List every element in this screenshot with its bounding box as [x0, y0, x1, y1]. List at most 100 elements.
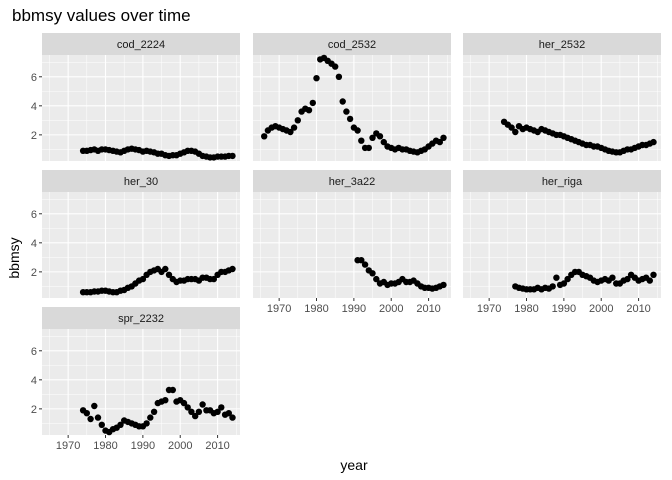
data-point	[361, 261, 369, 268]
data-point	[305, 107, 313, 114]
x-tick-label: 1990	[342, 303, 366, 315]
data-point	[117, 421, 124, 428]
data-point	[376, 133, 384, 140]
data-point	[94, 414, 102, 421]
data-point	[218, 404, 225, 411]
data-point	[650, 138, 657, 146]
data-point	[309, 99, 316, 107]
data-point	[609, 274, 616, 281]
data-point	[512, 128, 519, 136]
facet-strip-label: her_3a22	[329, 176, 376, 188]
panel-background	[42, 329, 240, 435]
x-tick-label: 2000	[168, 440, 192, 452]
y-tick-label: 6	[31, 209, 37, 221]
data-point	[549, 283, 556, 290]
panel-background	[253, 192, 451, 298]
data-point	[346, 115, 354, 123]
facet-strip-label: spr_2232	[118, 313, 164, 325]
data-point	[436, 138, 443, 146]
data-point	[139, 275, 147, 283]
data-point	[564, 275, 571, 283]
data-point	[229, 414, 236, 421]
data-point	[440, 134, 447, 141]
data-point	[195, 408, 203, 415]
facet-panel-her_2532: her_2532	[463, 33, 661, 161]
facet-strip-label: her_riga	[542, 176, 583, 188]
panel-background	[253, 55, 451, 161]
data-point	[354, 127, 361, 134]
panel-background	[463, 55, 661, 161]
data-point	[229, 265, 236, 273]
data-point	[210, 275, 217, 283]
facet-strip	[253, 33, 451, 55]
data-point	[508, 124, 515, 131]
data-point	[169, 386, 176, 394]
chart-title: bbmsy values over time	[12, 6, 191, 25]
facet-panel-cod_2532: cod_2532	[253, 33, 451, 161]
x-tick-label: 1970	[477, 303, 501, 315]
x-tick-label: 1970	[267, 303, 291, 315]
y-tick-label: 2	[31, 404, 37, 416]
data-point	[294, 117, 301, 124]
y-tick-label: 6	[31, 72, 37, 84]
data-point	[287, 128, 294, 136]
data-point	[147, 414, 154, 421]
data-point	[165, 271, 173, 278]
data-point	[150, 408, 158, 415]
data-point	[184, 404, 191, 411]
data-point	[373, 275, 380, 283]
data-point	[225, 410, 232, 417]
facet-strip	[42, 33, 240, 55]
facet-strip	[463, 33, 661, 55]
data-point	[83, 410, 91, 417]
data-point	[343, 108, 350, 115]
facet-strip-label: her_2532	[539, 39, 586, 51]
data-point	[229, 152, 236, 160]
facet-strip	[42, 170, 240, 192]
data-point	[188, 408, 195, 415]
x-tick-label: 2010	[205, 440, 229, 452]
facet-panel-her_3a22: her_3a22 1970 1980 1990 2000 2010	[253, 170, 451, 315]
data-point	[290, 124, 298, 131]
data-point	[214, 408, 221, 415]
y-axis-title: bbmsy	[6, 237, 22, 278]
y-tick-label: 2	[31, 267, 37, 279]
data-point	[261, 133, 268, 140]
data-point	[335, 73, 343, 81]
data-point	[143, 420, 150, 427]
x-axis-title: year	[340, 457, 368, 473]
data-point	[192, 412, 199, 420]
facet-panel-cod_2224: cod_2224 2 4 6	[31, 33, 240, 161]
facet-strip-label: her_30	[124, 176, 158, 188]
x-tick-label: 2010	[416, 303, 440, 315]
data-point	[98, 421, 106, 428]
facet-strip-label: cod_2224	[117, 39, 165, 51]
facet-panel-her_30: her_30 2 4 6	[31, 170, 240, 298]
data-point	[369, 270, 376, 277]
facet-strip	[42, 307, 240, 329]
x-tick-label: 1980	[93, 440, 117, 452]
y-tick-label: 4	[31, 238, 37, 250]
data-point	[358, 137, 365, 144]
data-point	[87, 415, 94, 423]
data-point	[650, 271, 657, 278]
data-point	[162, 265, 169, 273]
data-point	[380, 138, 387, 146]
data-point	[332, 63, 339, 70]
facet-strip	[253, 170, 451, 192]
x-tick-label: 2000	[379, 303, 403, 315]
data-point	[624, 275, 631, 283]
y-tick-label: 4	[31, 101, 37, 113]
panel-background	[42, 55, 240, 161]
y-tick-label: 6	[31, 346, 37, 358]
data-point	[339, 98, 346, 105]
data-point	[358, 257, 365, 264]
facet-panel-her_riga: her_riga 1970 1980 1990 2000 2010	[463, 170, 661, 315]
data-point	[162, 397, 169, 404]
data-point	[560, 280, 568, 287]
y-tick-label: 4	[31, 375, 37, 387]
facet-strip-label: cod_2532	[328, 39, 376, 51]
